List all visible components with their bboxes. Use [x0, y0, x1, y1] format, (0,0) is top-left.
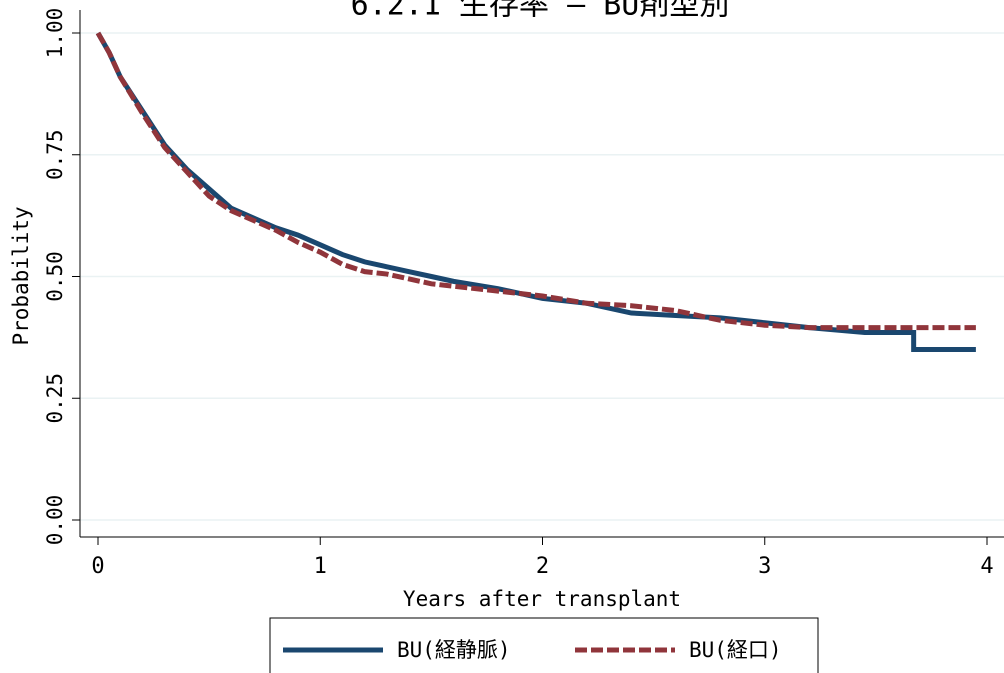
y-tick-label: 1.00 — [43, 8, 67, 59]
legend-label: BU(経口) — [689, 638, 782, 662]
y-tick-label: 0.00 — [43, 495, 67, 546]
x-tick-label: 4 — [980, 554, 993, 579]
x-tick-label: 2 — [536, 554, 549, 579]
y-tick-label: 0.75 — [43, 129, 67, 180]
chart-title: 6.2.1 生存率 – BU剤型別 — [351, 0, 730, 23]
x-tick-label: 3 — [758, 554, 771, 579]
legend-box — [269, 617, 819, 673]
series-line — [95, 31, 976, 353]
series-line — [95, 31, 976, 331]
x-axis-label: Years after transplant — [403, 587, 681, 611]
y-tick-label: 0.25 — [43, 373, 67, 424]
x-tick-label: 0 — [91, 554, 104, 579]
legend-label: BU(経静脈) — [397, 638, 511, 662]
y-axis-label: Probability — [9, 206, 33, 345]
x-tick-label: 1 — [314, 554, 327, 579]
y-tick-label: 0.50 — [43, 251, 67, 302]
